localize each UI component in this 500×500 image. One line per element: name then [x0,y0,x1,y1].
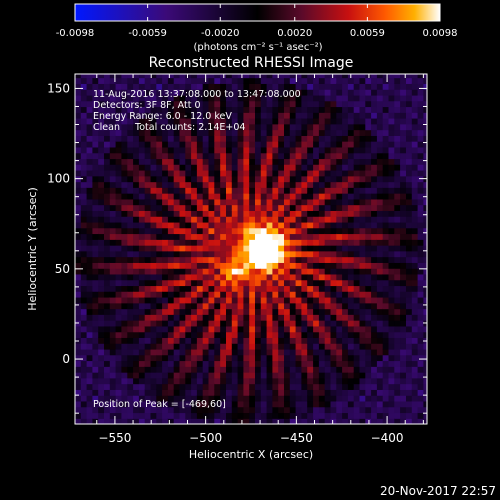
x-tick-labels: −550 −500 −450 −400 [98,431,403,445]
y-tick-labels: 0 50 100 150 [47,81,70,366]
y-tick-label: 150 [47,81,70,95]
y-tick-label: 50 [55,262,70,276]
annotation-detectors: Detectors: 3F 8F, Att 0 [93,100,201,111]
timestamp: 20-Nov-2017 22:57 [380,484,496,498]
colorbar-unit-label: (photons cm⁻² s⁻¹ asec⁻²) [193,42,322,53]
colorbar [74,3,441,22]
annotation-time-range: 11-Aug-2016 13:37:08.000 to 13:47:08.000 [93,89,301,100]
x-axis-ticks [96,74,424,424]
annotation-energy-range: Energy Range: 6.0 - 12.0 keV [93,111,232,122]
heatmap-image [75,74,427,424]
annotation-clean-counts: Clean Total counts: 2.14E+04 [93,122,245,133]
y-tick-label: 100 [47,172,70,186]
x-axis-label: Heliocentric X (arcsec) [189,448,313,461]
y-axis-ticks [75,87,427,414]
annotation-peak-position: Position of Peak = [-469,60] [93,399,226,410]
colorbar-tick-label: 0.0020 [277,28,312,39]
x-tick-label: −400 [371,431,404,445]
plot-frame [74,73,428,425]
colorbar-ticks [74,4,441,21]
chart-title: Reconstructed RHESSI Image [149,55,354,71]
x-tick-label: −450 [280,431,313,445]
y-tick-label: 0 [62,352,70,366]
colorbar-tick-label: 0.0098 [423,28,458,39]
colorbar-tick-label: -0.0020 [201,28,240,39]
x-tick-label: −500 [189,431,222,445]
colorbar-tick-label: -0.0098 [56,28,95,39]
colorbar-tick-label: -0.0059 [128,28,167,39]
colorbar-tick-label: 0.0059 [350,28,385,39]
x-tick-label: −550 [98,431,131,445]
colorbar-tick-labels: -0.0098 -0.0059 -0.0020 0.0020 0.0059 0.0098 [56,28,458,39]
y-axis-label: Heliocentric Y (arcsec) [26,187,39,311]
